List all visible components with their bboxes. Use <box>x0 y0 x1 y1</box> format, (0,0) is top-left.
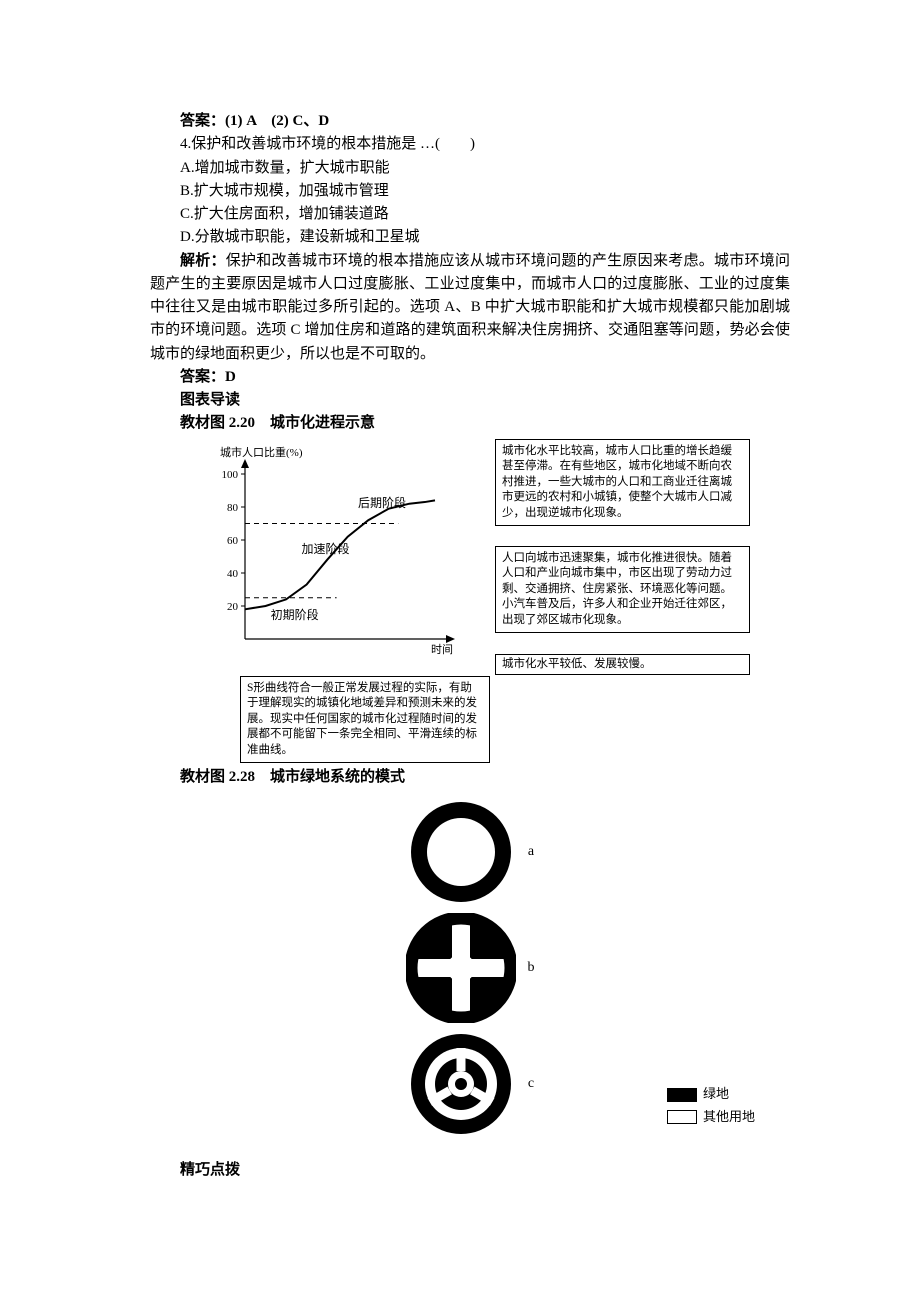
fig220-box-accel: 人口向城市迅速聚集，城市化推进很快。随着人口和产业向城市集中，市区出现了劳动力过… <box>495 546 750 634</box>
fig220-chart: 城市人口比重(%) 时间 20 40 60 80 100 初期阶段 加速阶段 后期阶段 <box>190 444 490 664</box>
svg-text:初期阶段: 初期阶段 <box>271 607 319 622</box>
fig220-box-late: 城市化水平比较高，城市人口比重的增长趋缓甚至停滞。在有些地区，城市化地域不断向农… <box>495 439 750 527</box>
fig-228-title: 教材图 2.28 城市绿地系统的模式 <box>150 766 790 789</box>
legend-green-label: 绿地 <box>703 1084 729 1104</box>
svg-text:城市人口比重(%): 城市人口比重(%) <box>220 445 303 459</box>
legend-other-label: 其他用地 <box>703 1107 755 1127</box>
fig-220-title: 教材图 2.20 城市化进程示意 <box>150 412 790 435</box>
figure-2-28: a b <box>295 797 645 1139</box>
pattern-b-row: b <box>295 913 645 1023</box>
svg-text:60: 60 <box>227 535 239 547</box>
section-chart-guide: 图表导读 <box>150 389 790 412</box>
answer-4: 答案：D <box>150 366 790 389</box>
legend-other: 其他用地 <box>667 1107 755 1127</box>
pattern-a-icon <box>406 797 516 907</box>
explain-body: 保护和改善城市环境的根本措施应该从城市环境问题的产生原因来考虑。城市环境问题产生… <box>150 253 790 362</box>
pattern-b-icon <box>406 913 516 1023</box>
q4-option-b: B.扩大城市规模，加强城市管理 <box>150 180 790 203</box>
svg-text:时间: 时间 <box>431 643 453 656</box>
pattern-a-row: a <box>295 797 645 907</box>
fig220-box-note: S形曲线符合一般正常发展过程的实际，有助于理解现实的城镇化地域差异和预测未来的发… <box>240 676 490 764</box>
q4-option-d: D.分散城市职能，建设新城和卫星城 <box>150 226 790 249</box>
q4-option-c: C.扩大住房面积，增加铺装道路 <box>150 203 790 226</box>
pattern-b-label: b <box>528 957 535 979</box>
answer-4-text: 答案：D <box>180 369 236 385</box>
fig228-legend: 绿地 其他用地 <box>667 1082 755 1128</box>
answer-prev: 答案：(1) A (2) C、D <box>150 110 790 133</box>
explain-label: 解析： <box>180 253 226 269</box>
svg-text:20: 20 <box>227 601 239 613</box>
fig220-box-initial: 城市化水平较低、发展较慢。 <box>495 654 750 676</box>
question-4: 4.保护和改善城市环境的根本措施是 …( ) <box>150 133 790 156</box>
answer-prev-text: 答案：(1) A (2) C、D <box>180 113 329 129</box>
svg-text:40: 40 <box>227 568 239 580</box>
pattern-a-label: a <box>528 841 534 863</box>
figure-2-20: 城市人口比重(%) 时间 20406080100 初期阶段 加速阶段 后期阶段 … <box>190 444 750 754</box>
legend-green: 绿地 <box>667 1084 755 1104</box>
pattern-c-icon <box>406 1029 516 1139</box>
svg-text:100: 100 <box>222 469 239 481</box>
pattern-c-label: c <box>528 1073 534 1095</box>
swatch-green-icon <box>667 1088 697 1102</box>
page-body: 答案：(1) A (2) C、D 4.保护和改善城市环境的根本措施是 …( ) … <box>0 0 920 1302</box>
svg-text:加速阶段: 加速阶段 <box>301 541 349 556</box>
q4-option-a: A.增加城市数量，扩大城市职能 <box>150 157 790 180</box>
explanation: 解析：保护和改善城市环境的根本措施应该从城市环境问题的产生原因来考虑。城市环境问… <box>150 250 790 366</box>
section-jq: 精巧点拨 <box>150 1159 790 1182</box>
svg-text:后期阶段: 后期阶段 <box>358 495 406 510</box>
svg-text:80: 80 <box>227 502 239 514</box>
pattern-c-row: c <box>295 1029 645 1139</box>
swatch-other-icon <box>667 1110 697 1124</box>
